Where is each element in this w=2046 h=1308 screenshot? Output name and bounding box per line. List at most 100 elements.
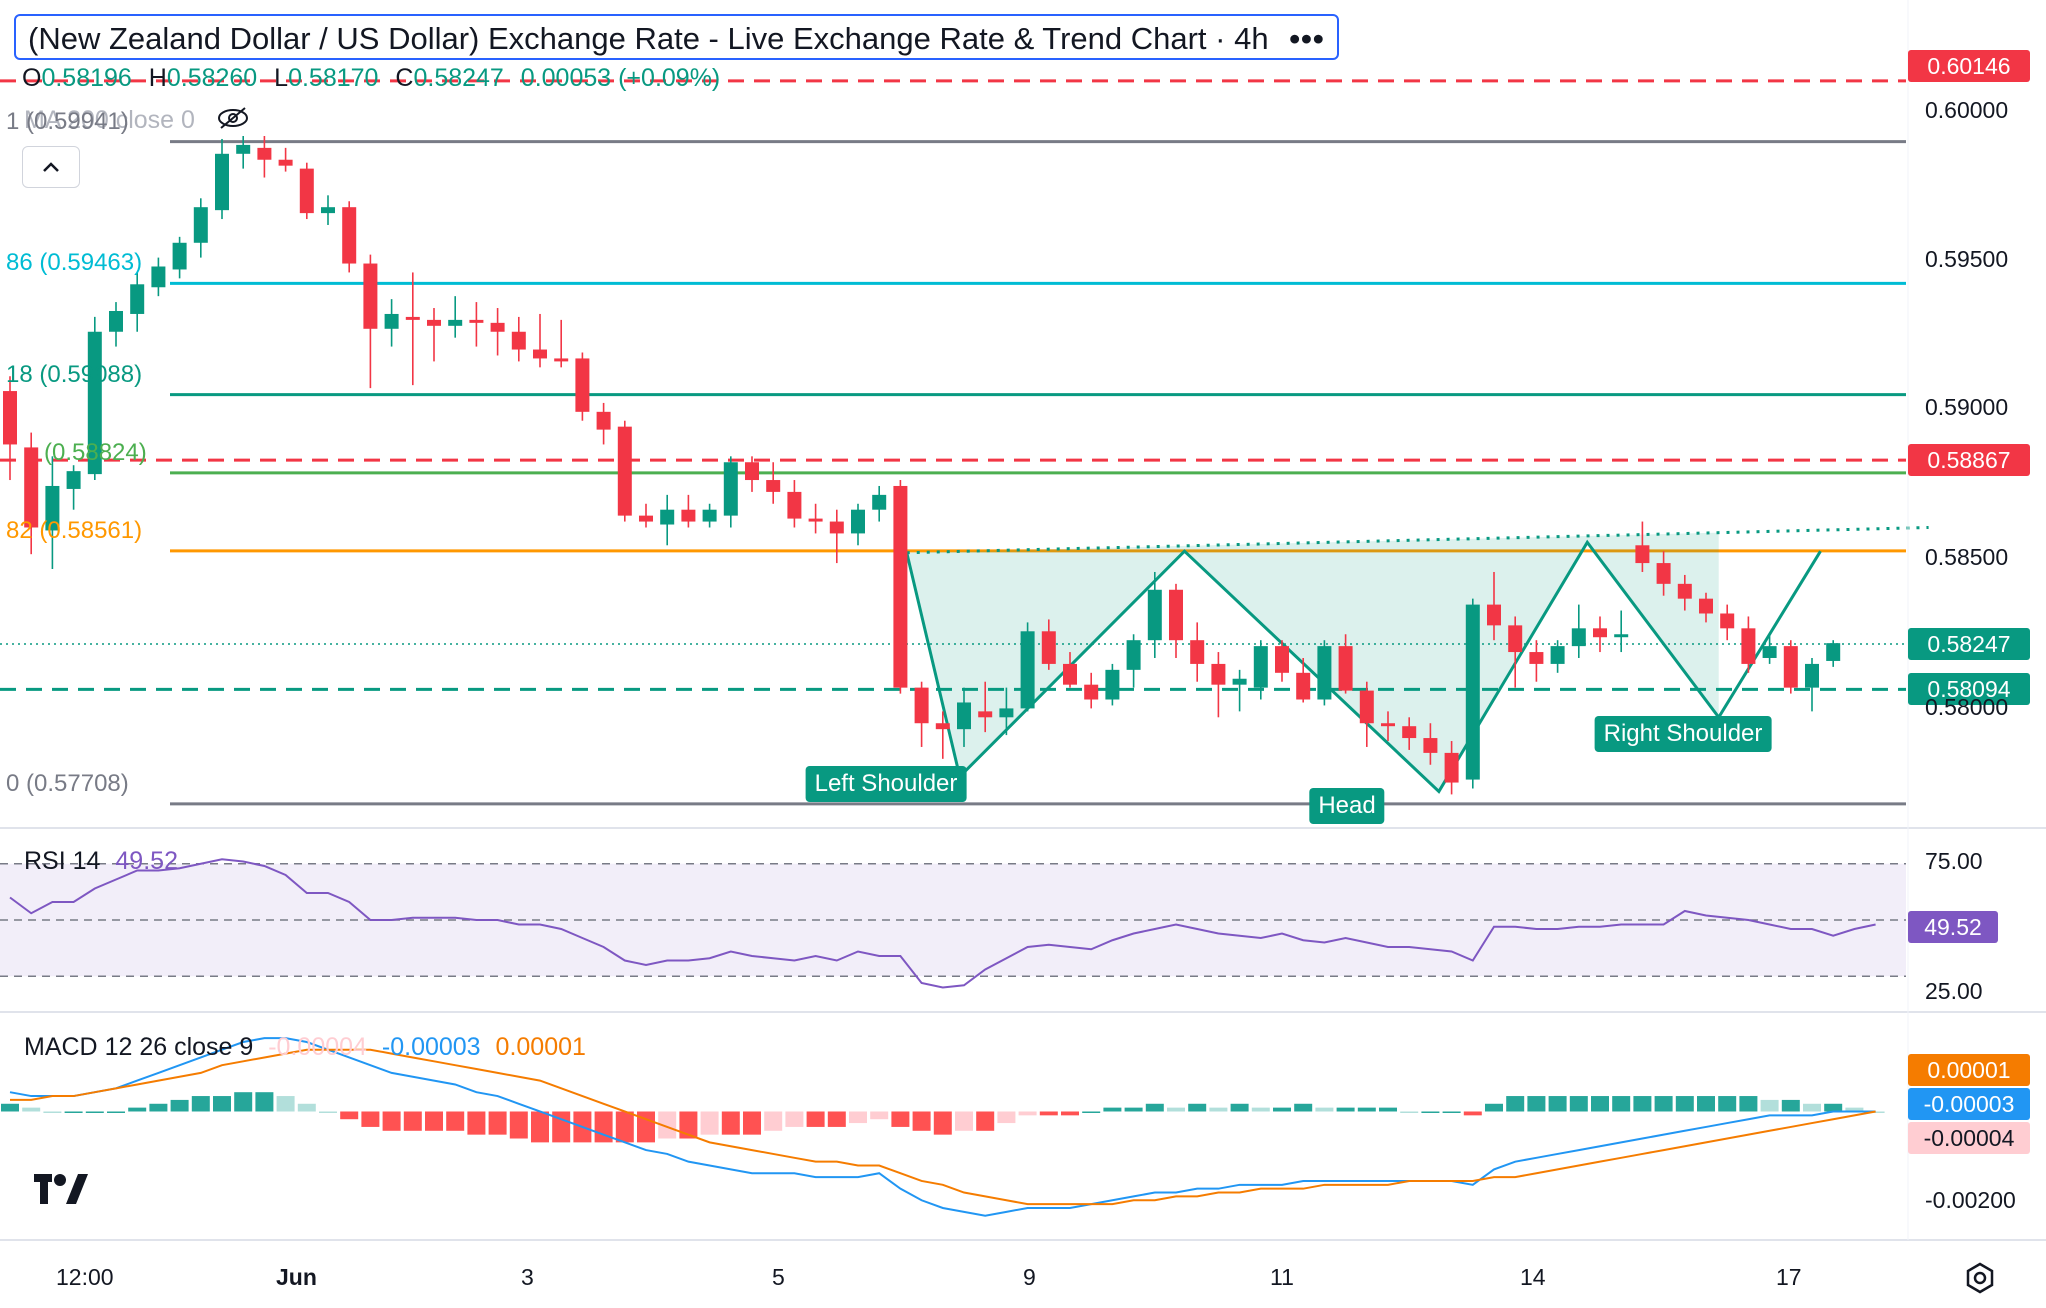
candle-body [469,319,484,323]
candle-body [1487,604,1501,626]
candle-body [1232,678,1247,685]
macd-histogram-bar [1569,1096,1588,1112]
macd-histogram-bar [1188,1103,1207,1112]
rsi-label: RSI [24,847,66,875]
candle-body [914,687,929,724]
macd-histogram-bar [43,1111,62,1113]
rsi-legend[interactable]: RSI 14 49.52 [24,847,178,876]
rsi-tick: 25.00 [1925,978,1983,1004]
macd-histogram-bar [1760,1099,1779,1112]
ellipsis-icon[interactable]: ••• [1289,21,1325,56]
macd-histogram-bar [22,1107,41,1112]
macd-histogram-bar [743,1111,761,1135]
ohlc-high-label: H [148,64,167,92]
candle-body [490,322,505,332]
macd-histogram-bar [382,1111,401,1131]
macd-histogram-bar [700,1111,719,1135]
last-price-badge: 0.58247 [1908,628,2030,661]
candle-body [533,349,547,359]
candle-body [1508,625,1523,653]
macd-legend[interactable]: MACD 12 26 close 9 -0.00004 -0.00003 0.0… [24,1033,586,1062]
macd-histogram-bar [1315,1107,1334,1112]
macd-histogram-bar [128,1107,147,1112]
candle-body [1699,598,1713,614]
candle-body [363,263,378,329]
level-badge-resistance-upper: 0.60146 [1908,50,2030,82]
macd-histogram-bar [933,1111,952,1135]
macd-histogram-bar [1379,1107,1397,1112]
macd-hist-badge: -0.00004 [1908,1122,2030,1154]
macd-histogram-bar [446,1111,465,1131]
macd-histogram-bar [1654,1096,1673,1112]
candle-body [893,485,908,688]
macd-histogram-bar [1357,1107,1376,1112]
ohlc-readout: O0.58196 H0.58260 L0.58170 C0.58247 0.00… [22,64,730,93]
macd-histogram-bar [849,1111,867,1124]
rsi-value: 49.52 [115,847,178,875]
y-tick: 0.59000 [1925,394,2009,420]
eye-slash-icon[interactable] [216,106,250,137]
candle-body [872,494,887,510]
candle-body [1381,723,1395,727]
candle-body [384,313,399,329]
candle-body [745,462,759,481]
candle-body [1465,604,1480,780]
candle-body [575,358,590,412]
candle-body [1211,663,1226,685]
macd-histogram-bar [1145,1103,1164,1112]
candle-body [1529,652,1544,664]
ohlc-close: 0.58247 [413,64,504,92]
macd-histogram-bar [403,1111,422,1131]
candle-body [448,319,463,326]
macd-histogram-bar [1209,1107,1228,1112]
macd-histogram-bar [955,1111,973,1131]
macd-histogram-bar [912,1111,931,1131]
candle-body [1720,613,1735,629]
fib-level-label: 18 (0.59088) [6,360,143,388]
candle-body [1444,752,1459,783]
pattern-fill [906,532,1719,792]
candle-body [1656,563,1671,584]
macd-histogram-bar [1082,1111,1101,1113]
macd-histogram-bar [1421,1111,1440,1113]
head-label: Head [1309,788,1385,824]
candle-body [427,319,441,326]
ma-indicator-label[interactable]: MA 200 close 0 [24,106,250,137]
candle-body [1020,631,1035,709]
macd-histogram-bar [1612,1096,1631,1112]
candle-body [957,702,971,730]
candle-body [978,711,993,718]
candle-body [723,462,738,516]
candle-body [1805,663,1819,688]
rsi-tick: 75.00 [1925,848,1983,874]
collapse-legend-button[interactable] [22,146,80,188]
candle-body [999,708,1014,718]
tradingview-logo[interactable] [32,1168,92,1212]
macd-line-value: -0.00003 [381,1033,481,1061]
macd-histogram-bar [594,1111,613,1143]
settings-gear-icon[interactable] [1964,1262,1996,1294]
macd-histogram-bar [721,1111,740,1135]
candle-body [1317,646,1332,700]
macd-histogram-bar [1845,1107,1864,1112]
macd-histogram-bar [1018,1111,1037,1116]
macd-histogram-bar [64,1111,83,1113]
candle-body [660,509,675,525]
macd-histogram-bar [637,1111,655,1143]
y-tick: 0.58000 [1925,694,2009,720]
fib-level-label: 0 (0.57708) [6,769,129,797]
macd-signal-badge: 0.00001 [1908,1054,2030,1086]
macd-histogram-bar [827,1111,846,1127]
x-tick: 3 [521,1264,534,1290]
candle-body [1253,646,1268,688]
candle-body [1593,628,1607,638]
candle-body [829,521,844,534]
ohlc-change: 0.00053 (+0.09%) [520,64,721,92]
macd-histogram-bar [1294,1103,1313,1112]
macd-histogram-bar [785,1111,804,1127]
macd-histogram-bar [1697,1096,1715,1112]
candle-body [554,358,569,362]
macd-histogram-bar [1103,1107,1122,1112]
macd-histogram-bar [1,1103,19,1112]
